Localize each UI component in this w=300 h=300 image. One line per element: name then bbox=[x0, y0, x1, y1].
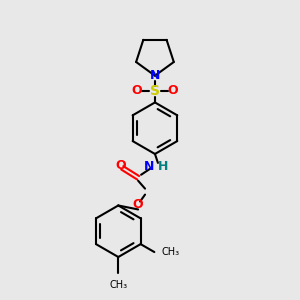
Text: O: O bbox=[133, 198, 143, 211]
Text: O: O bbox=[132, 84, 142, 97]
Text: O: O bbox=[167, 84, 178, 97]
Text: N: N bbox=[144, 160, 154, 173]
Text: N: N bbox=[150, 69, 160, 82]
Text: CH₃: CH₃ bbox=[109, 280, 128, 290]
Text: O: O bbox=[115, 159, 126, 172]
Text: CH₃: CH₃ bbox=[161, 247, 179, 257]
Text: H: H bbox=[158, 160, 168, 173]
Text: S: S bbox=[150, 84, 160, 98]
